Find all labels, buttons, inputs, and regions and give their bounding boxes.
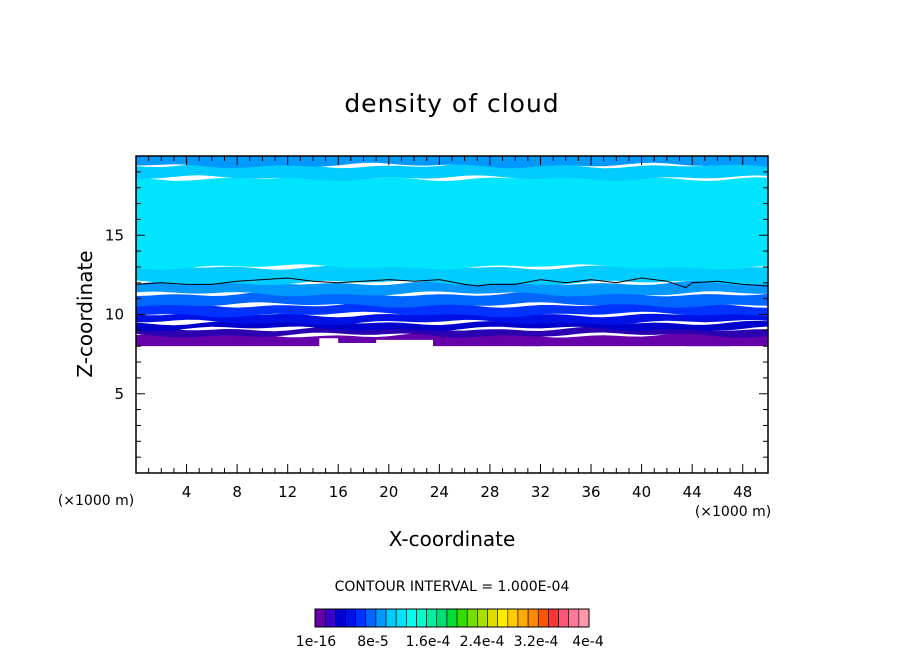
colorbar-swatch — [446, 608, 458, 628]
y-tick-label: 5 — [114, 385, 124, 403]
x-tick-label: 4 — [182, 483, 192, 501]
x-tick-label: 44 — [683, 483, 702, 501]
chart-title: density of cloud — [344, 89, 559, 118]
density-layer — [136, 156, 768, 169]
colorbar-swatch — [487, 608, 498, 628]
colorbar-label: 4e-4 — [572, 634, 604, 650]
x-tick-label: 48 — [733, 483, 752, 501]
y-axis-ticks: 5 10 15 — [105, 171, 768, 458]
colorbar-swatch — [537, 608, 549, 628]
colorbar-swatch — [456, 608, 468, 628]
colorbar-swatch — [365, 608, 377, 628]
colorbar-swatch — [517, 608, 529, 628]
x-tick-label: 32 — [531, 483, 550, 501]
y-tick-label: 10 — [105, 306, 124, 324]
density-layer — [136, 332, 768, 347]
colorbar-swatch — [507, 608, 519, 628]
cloud-base-mask — [136, 338, 768, 473]
colorbar-swatch — [395, 608, 407, 628]
colorbar-label: 2.4e-4 — [460, 634, 505, 650]
colorbar-swatch — [436, 608, 448, 628]
x-tick-label: 12 — [278, 483, 297, 501]
colorbar-swatch — [426, 608, 438, 628]
colorbar-swatch — [355, 608, 367, 628]
colorbar-label: 3.2e-4 — [514, 634, 559, 650]
colorbar-swatch — [568, 608, 580, 628]
x-tick-label: 40 — [632, 483, 651, 501]
colorbar-label: 1.6e-4 — [406, 634, 451, 650]
colorbar-swatch — [466, 608, 478, 628]
colorbar-label: 8e-5 — [357, 634, 388, 650]
contour-line — [135, 277, 769, 289]
colorbar-frame — [314, 608, 590, 628]
x-tick-label: 24 — [430, 483, 449, 501]
colorbar-label: 1e-16 — [296, 634, 336, 650]
cloud-density-layers — [136, 156, 768, 347]
x-axis-unit-right: (×1000 m) — [695, 504, 771, 520]
density-layer — [136, 162, 768, 181]
colorbar-labels: 1e-16 8e-5 1.6e-4 2.4e-4 3.2e-4 4e-4 — [296, 634, 604, 650]
x-tick-label: 20 — [379, 483, 398, 501]
colorbar-swatch — [477, 608, 488, 628]
x-axis-ticks: 4 8 12 16 20 24 28 32 36 40 44 48 — [148, 156, 756, 501]
x-axis-label: X-coordinate — [389, 527, 516, 551]
y-axis-label: Z-coordinate — [73, 250, 97, 377]
density-layer — [136, 280, 768, 297]
colorbar-swatch — [345, 608, 356, 628]
colorbar-swatch — [314, 608, 326, 628]
contour-interval-label: CONTOUR INTERVAL = 1.000E-04 — [335, 579, 570, 595]
density-layer — [136, 175, 768, 270]
colorbar-swatch — [334, 608, 346, 628]
density-layer — [136, 302, 768, 318]
colorbar — [314, 608, 590, 628]
y-tick-label: 15 — [105, 226, 124, 244]
colorbar-swatch — [385, 608, 397, 628]
x-tick-label: 36 — [581, 483, 600, 501]
colorbar-swatch — [416, 608, 427, 628]
colorbar-swatch — [527, 608, 539, 628]
x-tick-label: 16 — [329, 483, 348, 501]
x-axis-unit-left: (×1000 m) — [58, 493, 134, 509]
density-layer — [136, 311, 768, 325]
colorbar-swatch — [406, 608, 417, 628]
colorbar-swatch — [578, 608, 590, 628]
colorbar-swatch — [558, 608, 570, 628]
colorbar-swatch — [497, 608, 509, 628]
x-tick-label: 8 — [232, 483, 242, 501]
colorbar-swatch — [548, 608, 559, 628]
density-layer — [136, 264, 768, 285]
colorbar-swatch — [324, 608, 336, 628]
x-tick-label: 28 — [480, 483, 499, 501]
colorbar-swatch — [375, 608, 387, 628]
